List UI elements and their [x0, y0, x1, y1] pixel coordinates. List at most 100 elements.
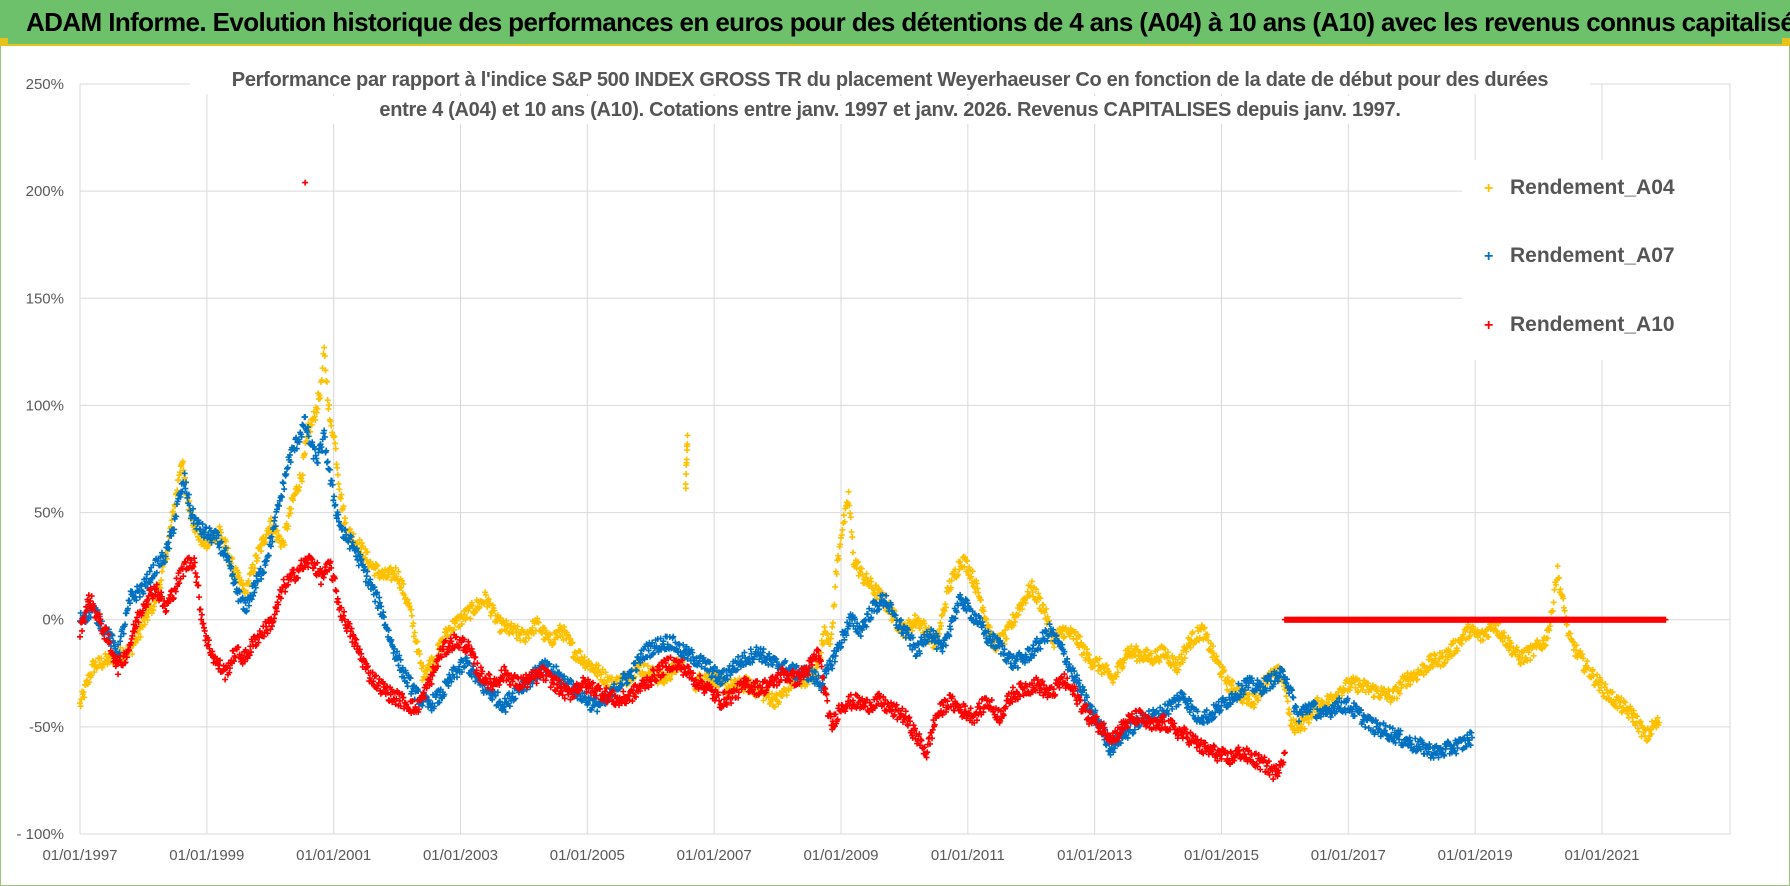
x-tick-label: 01/01/1997 [42, 847, 117, 864]
point-rendement-a04 [399, 577, 406, 584]
point-rendement-a04 [257, 542, 264, 549]
point-rendement-a10 [77, 633, 83, 640]
point-rendement-a04 [525, 635, 532, 642]
point-rendement-a04 [328, 422, 335, 429]
point-rendement-a04 [246, 581, 253, 588]
point-rendement-a04 [374, 562, 381, 569]
point-rendement-a04 [277, 543, 284, 550]
point-rendement-a04 [915, 615, 922, 622]
point-rendement-a04 [849, 534, 856, 541]
point-rendement-a04 [463, 614, 470, 621]
point-rendement-a04 [298, 478, 305, 485]
point-rendement-a04 [833, 570, 840, 577]
point-rendement-a04 [421, 675, 428, 682]
point-rendement-a04 [299, 472, 306, 479]
point-rendement-a10 [280, 576, 287, 583]
point-rendement-a04 [148, 602, 155, 609]
point-rendement-a04 [771, 704, 778, 711]
point-rendement-a04 [684, 432, 691, 439]
point-rendement-a04 [683, 456, 690, 463]
point-rendement-a04 [356, 536, 363, 543]
point-rendement-a10 [333, 588, 340, 595]
point-rendement-a04 [502, 627, 509, 634]
point-rendement-a10 [317, 581, 324, 588]
point-rendement-a04 [323, 378, 330, 385]
point-rendement-a04 [91, 669, 98, 676]
point-rendement-a04 [855, 558, 862, 565]
y-tick-label: 100% [26, 397, 64, 414]
point-rendement-a04 [514, 623, 521, 630]
point-rendement-a04 [917, 625, 924, 632]
point-rendement-a04 [539, 629, 546, 636]
point-rendement-a04 [322, 367, 329, 374]
y-tick-label: 250% [26, 76, 64, 93]
x-axis-ticks: 01/01/1997 01/01/1999 01/01/2001 01/01/2003… [42, 847, 1639, 864]
point-rendement-a04 [859, 571, 866, 578]
point-rendement-a04 [338, 491, 345, 498]
point-rendement-a04 [359, 543, 366, 550]
point-rendement-a07 [272, 514, 279, 521]
x-tick-label: 01/01/2021 [1564, 847, 1639, 864]
point-rendement-a04 [410, 620, 417, 627]
point-rendement-a04 [81, 694, 88, 701]
point-rendement-a04 [418, 659, 425, 666]
point-rendement-a04 [911, 612, 918, 619]
point-rendement-a04 [829, 619, 836, 626]
data-marks [77, 179, 1669, 783]
point-rendement-a04 [334, 471, 341, 478]
point-rendement-a04 [1550, 599, 1557, 606]
point-rendement-a07 [280, 480, 287, 487]
point-rendement-a04 [137, 634, 144, 641]
point-rendement-a04 [398, 584, 405, 591]
point-rendement-a04 [1561, 607, 1568, 614]
x-tick-label: 01/01/2007 [677, 847, 752, 864]
point-rendement-a04 [177, 469, 184, 476]
point-rendement-a04 [684, 447, 691, 454]
point-rendement-a04 [363, 557, 370, 564]
point-rendement-a04 [326, 402, 333, 409]
point-rendement-a04 [947, 584, 954, 591]
x-tick-label: 01/01/2015 [1184, 847, 1259, 864]
point-rendement-a04 [602, 669, 609, 676]
point-rendement-a04 [476, 603, 483, 610]
point-rendement-a04 [86, 679, 93, 686]
point-rendement-a04 [855, 572, 862, 579]
point-rendement-a10 [115, 671, 122, 678]
point-rendement-a04 [594, 672, 601, 679]
point-rendement-a04 [308, 421, 315, 428]
point-rendement-a04 [848, 529, 855, 536]
y-tick-label: 50% [34, 505, 64, 522]
point-rendement-a04 [318, 377, 325, 384]
point-rendement-a04 [871, 587, 878, 594]
point-rendement-a04 [141, 621, 148, 628]
point-rendement-a04 [682, 485, 689, 492]
point-rendement-a04 [482, 591, 489, 598]
point-rendement-a04 [342, 519, 349, 526]
x-tick-label: 01/01/2005 [550, 847, 625, 864]
point-rendement-a04 [1530, 652, 1537, 659]
point-rendement-a04 [414, 638, 421, 645]
point-rendement-a04 [760, 697, 767, 704]
point-rendement-a04 [301, 450, 308, 457]
point-rendement-a04 [321, 353, 328, 360]
point-rendement-a04 [948, 577, 955, 584]
x-tick-label: 01/01/2017 [1311, 847, 1386, 864]
point-rendement-a04 [841, 518, 848, 525]
point-rendement-a04 [134, 636, 141, 643]
point-rendement-a04 [535, 619, 542, 626]
point-rendement-a04 [513, 635, 520, 642]
point-rendement-a04 [831, 601, 838, 608]
point-rendement-a04 [332, 445, 339, 452]
point-rendement-a04 [179, 458, 186, 465]
point-rendement-a04 [92, 659, 99, 666]
banner-accent-right [1782, 38, 1790, 44]
point-rendement-a04 [175, 477, 182, 484]
point-rendement-a04 [129, 651, 136, 658]
point-rendement-a04 [485, 596, 492, 603]
point-rendement-a04 [684, 441, 691, 448]
point-rendement-a04 [388, 577, 395, 584]
point-rendement-a04 [835, 555, 842, 562]
point-rendement-a04 [832, 583, 839, 590]
y-tick-label: - 100% [16, 826, 64, 843]
point-rendement-a04 [404, 596, 411, 603]
